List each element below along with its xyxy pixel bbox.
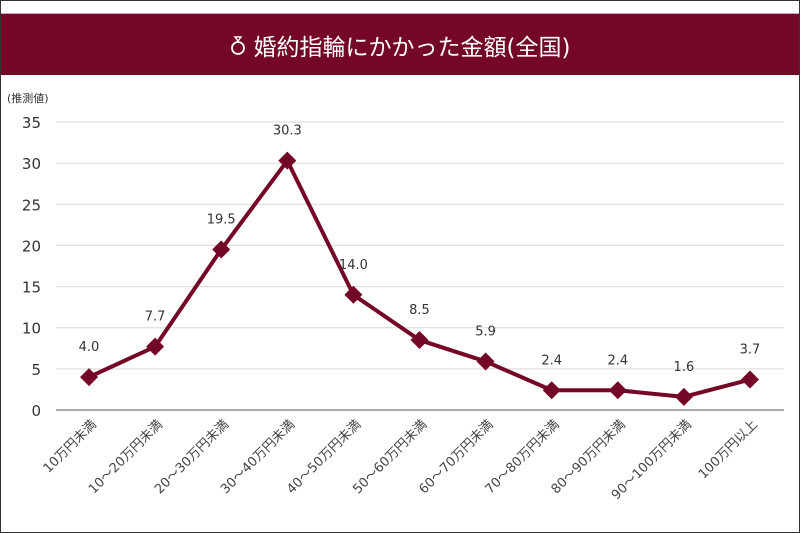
data-label: 2.4 bbox=[541, 353, 562, 368]
data-point-marker bbox=[542, 381, 561, 400]
data-point-marker bbox=[741, 370, 759, 389]
y-tick-label: 30 bbox=[22, 155, 41, 173]
data-label: 4.0 bbox=[79, 340, 100, 355]
x-tick-label: 10万円未満 bbox=[41, 417, 100, 476]
data-label: 5.9 bbox=[475, 324, 496, 339]
data-point-marker bbox=[608, 381, 627, 400]
data-label: 30.3 bbox=[273, 124, 302, 139]
chart-header: 婚約指輪にかかった金額(全国) bbox=[1, 13, 799, 75]
x-tick-label: 100万円以上 bbox=[696, 417, 761, 482]
data-label: 2.4 bbox=[607, 353, 628, 368]
y-tick-label: 25 bbox=[22, 196, 41, 214]
data-point-marker bbox=[146, 337, 165, 356]
y-tick-label: 15 bbox=[22, 279, 41, 297]
y-tick-label: 5 bbox=[31, 361, 41, 379]
data-point-marker bbox=[278, 151, 297, 170]
y-axis-unit-label: (推測値) bbox=[7, 92, 49, 105]
chart-title: 婚約指輪にかかった金額(全国) bbox=[253, 34, 571, 61]
data-label: 8.5 bbox=[409, 303, 430, 318]
y-tick-label: 10 bbox=[22, 320, 41, 338]
data-label: 14.0 bbox=[339, 258, 368, 273]
y-tick-label: 35 bbox=[22, 114, 41, 132]
data-label: 1.6 bbox=[674, 360, 695, 375]
data-point-marker bbox=[80, 368, 98, 387]
data-point-marker bbox=[410, 331, 429, 350]
series-line bbox=[88, 158, 751, 399]
data-label: 3.7 bbox=[740, 343, 761, 358]
data-point-marker bbox=[674, 387, 693, 406]
data-point-marker bbox=[212, 240, 231, 259]
data-label: 19.5 bbox=[207, 213, 236, 228]
y-tick-label: 0 bbox=[31, 402, 41, 420]
data-point-marker bbox=[344, 285, 363, 304]
ring-icon bbox=[230, 35, 245, 55]
data-label: 7.7 bbox=[145, 310, 166, 325]
data-point-marker bbox=[476, 352, 495, 371]
y-tick-label: 20 bbox=[22, 237, 41, 255]
